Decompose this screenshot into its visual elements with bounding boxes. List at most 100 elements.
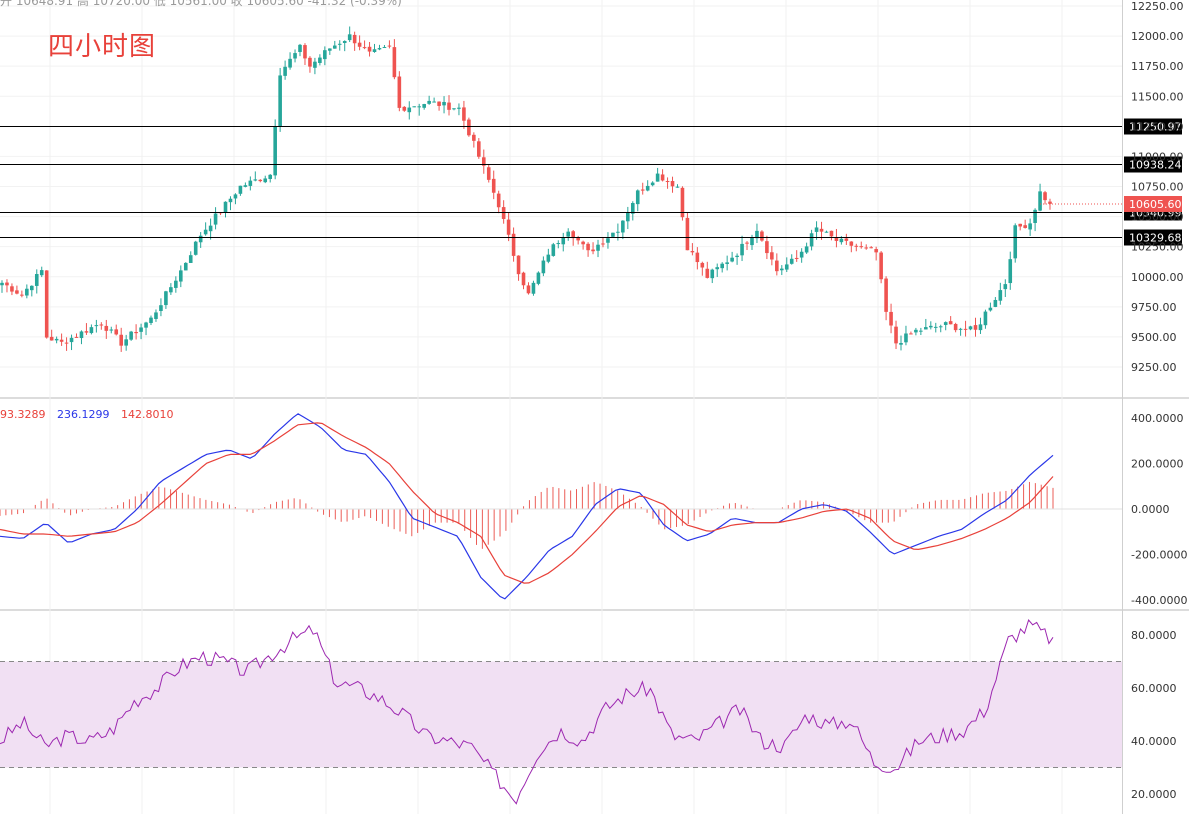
candle [630,201,635,221]
candle-body [54,338,59,341]
candle-body [472,134,476,141]
candle [203,222,208,236]
candle [347,26,352,43]
macd-legend-macd: 236.1299 [57,408,110,421]
candle-body [874,249,878,253]
candle-body [690,251,695,253]
candle-body [630,203,635,214]
candle [54,336,59,344]
candle [760,230,764,242]
candle-body [5,282,9,286]
candle [49,329,54,341]
candle [869,246,873,249]
candle [1013,223,1018,263]
macd-legend-hist: 93.3289 [0,408,46,421]
candle-body [233,194,238,199]
candle [516,255,521,281]
price-tick-label: 11750.00 [1131,60,1184,73]
candle-body [561,237,566,245]
candle-body [1023,225,1027,228]
candle [124,334,128,351]
candle-body [606,238,610,243]
candle-body [149,317,153,323]
candle [799,248,804,263]
candle-body [501,207,506,219]
candle [64,337,69,351]
candle [501,200,506,224]
candle [745,241,749,251]
candle-body [765,241,769,254]
candle [79,330,84,345]
candle-body [328,48,332,51]
last-price-label: 10605.60 [1129,198,1182,211]
price-tick-label: 9750.00 [1131,301,1177,314]
candle [407,101,412,120]
candle-body [735,255,739,258]
candle [84,323,89,335]
candle-body [223,201,228,213]
candle [809,229,814,251]
candle [804,242,809,254]
candle-body [685,217,690,251]
candle [675,184,680,188]
candle [318,54,322,66]
candle [844,233,849,245]
candle-body [318,57,322,63]
price-axis-layer[interactable]: 12250.00 12000.00 11750.00 11500.00 11250.00… [1131,0,1187,801]
candle-body [352,34,357,44]
candle-body [164,291,168,306]
candle-body [79,331,84,339]
candle [179,265,183,288]
candle [30,285,34,297]
rsi-layer[interactable] [0,618,1054,805]
candle-body [933,326,938,328]
candle-layer[interactable] [0,26,1052,352]
candle [526,282,531,295]
candle-body [675,186,680,188]
candle [268,173,273,183]
level-label-box [1124,156,1182,173]
candle [213,207,218,230]
candle [139,323,143,340]
rsi-line [0,618,1054,805]
candle [328,48,332,55]
candle-body [814,227,819,232]
candle-body [710,269,715,279]
price-tick-label: 10000.00 [1131,271,1184,284]
candle [854,243,859,252]
candle [228,196,233,211]
price-tick-label: 11250.00 [1131,120,1184,133]
candle-body [914,329,918,333]
candle [402,106,407,112]
candle-body [179,270,183,282]
candle-body [645,185,650,191]
candle-body [849,241,854,246]
candle [546,248,551,264]
candle-body [34,274,39,286]
candle-body [481,157,486,166]
macd-layer[interactable] [0,413,1122,600]
candle-body [516,255,521,275]
candle [69,334,74,351]
candle [953,322,958,333]
candle [417,103,422,116]
candle-body [750,237,754,246]
candle-body [973,325,978,330]
candle-body [283,66,287,76]
candle-body [506,219,511,235]
candle [958,327,963,336]
candle [104,319,109,339]
candle-body [332,45,337,49]
candle-body [794,257,799,259]
candle-body [402,106,407,111]
candle [1028,218,1032,236]
candle [193,240,198,256]
price-tick-label: 12000.00 [1131,30,1184,43]
candle [740,235,744,262]
candle-body [119,334,124,346]
candle [948,316,953,325]
candle [109,326,114,334]
candle [15,285,19,295]
